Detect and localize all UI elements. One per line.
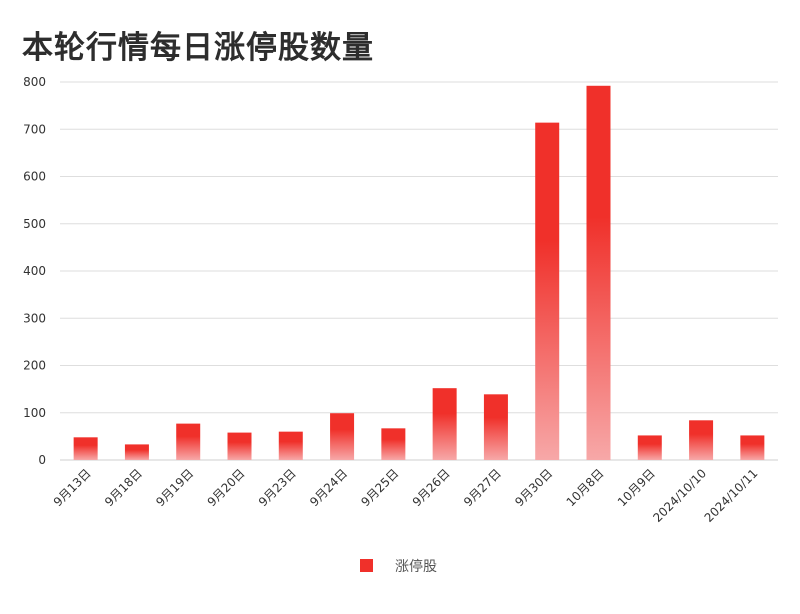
x-tick-label: 10月8日 (564, 466, 607, 509)
x-tick-label: 9月19日 (153, 466, 196, 509)
legend-swatch (360, 559, 373, 572)
bar (73, 437, 98, 460)
x-tick-label: 9月20日 (205, 466, 248, 509)
bar (483, 394, 508, 460)
y-tick-label: 0 (38, 453, 46, 467)
x-tick-label: 10月9日 (615, 466, 658, 509)
y-tick-label: 300 (23, 311, 46, 325)
x-tick-label: 9月13日 (51, 466, 94, 509)
bar (124, 444, 149, 460)
bar (586, 85, 611, 460)
y-tick-label: 100 (23, 406, 46, 420)
y-axis-tick-labels: 0 100 200 300 400 500 600 700 800 (23, 75, 46, 467)
x-tick-label: 9月27日 (461, 466, 504, 509)
bar (432, 388, 457, 460)
x-tick-label: 9月25日 (358, 466, 401, 509)
bar (381, 428, 406, 460)
y-tick-label: 700 (23, 122, 46, 136)
y-tick-label: 800 (23, 75, 46, 89)
x-tick-label: 9月24日 (307, 466, 350, 509)
y-tick-label: 600 (23, 170, 46, 184)
y-tick-label: 400 (23, 264, 46, 278)
x-axis-tick-labels: 9月13日 9月18日 9月19日 9月20日 9月23日 9月24日 9月25日 9月26日… (51, 466, 761, 525)
grid-lines (60, 81, 778, 461)
bar (637, 435, 662, 460)
x-tick-label: 2024/10/10 (650, 466, 709, 525)
x-tick-label: 9月18日 (102, 466, 145, 509)
x-tick-label: 2024/10/11 (702, 466, 761, 525)
x-tick-label: 9月26日 (410, 466, 453, 509)
bar (740, 435, 765, 460)
bar (689, 420, 714, 460)
y-tick-label: 500 (23, 217, 46, 231)
x-tick-label: 9月30日 (512, 466, 555, 509)
bars (73, 85, 765, 460)
legend: 涨停股 (360, 558, 437, 575)
legend-label: 涨停股 (395, 558, 437, 575)
y-tick-label: 200 (23, 359, 46, 373)
bar (227, 432, 252, 460)
bar (535, 122, 560, 460)
bar (330, 413, 355, 460)
x-tick-label: 9月23日 (256, 466, 299, 509)
bar (278, 431, 303, 460)
bar (176, 423, 201, 460)
chart-title: 本轮行情每日涨停股数量 (22, 30, 374, 66)
